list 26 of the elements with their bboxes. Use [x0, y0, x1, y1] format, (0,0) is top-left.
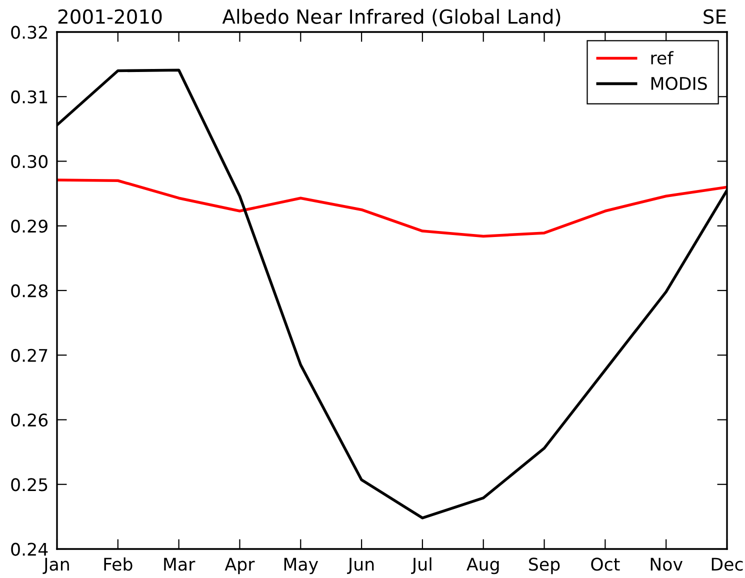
y-tick-label: 0.26: [11, 413, 48, 427]
x-tick-label: Sep: [529, 558, 560, 574]
chart-title: Albedo Near Infrared (Global Land): [222, 8, 560, 26]
x-tick-label: May: [284, 558, 318, 574]
x-tick-label: Mar: [164, 558, 196, 571]
text: 2001-2010: [58, 9, 162, 24]
x-tick-label: Jun: [347, 558, 374, 574]
x-tick-label: Aug: [466, 558, 499, 574]
x-tick-label: Oct: [591, 558, 620, 571]
x-tick-label: Nov: [650, 558, 683, 571]
y-tick-label: 0.30: [11, 154, 48, 168]
text: SE: [704, 9, 726, 24]
y-tick-label: 0.25: [11, 478, 48, 492]
y-tick-label: 0.28: [11, 284, 48, 298]
x-tick-label: Jan: [42, 558, 69, 574]
y-tick-label: 0.27: [11, 348, 48, 362]
legend-label: ref: [651, 51, 674, 65]
x-tick-label: Apr: [224, 558, 255, 574]
legend-label: MODIS: [651, 76, 707, 90]
y-tick-label: 0.24: [11, 542, 48, 556]
x-tick-label: Feb: [104, 557, 132, 571]
x-tick-label: Jul: [411, 557, 432, 574]
y-tick-label: 0.32: [11, 26, 47, 39]
y-tick-label: 0.31: [11, 90, 48, 104]
x-tick-label: Dec: [712, 558, 743, 571]
y-tick-label: 0.29: [11, 220, 48, 233]
